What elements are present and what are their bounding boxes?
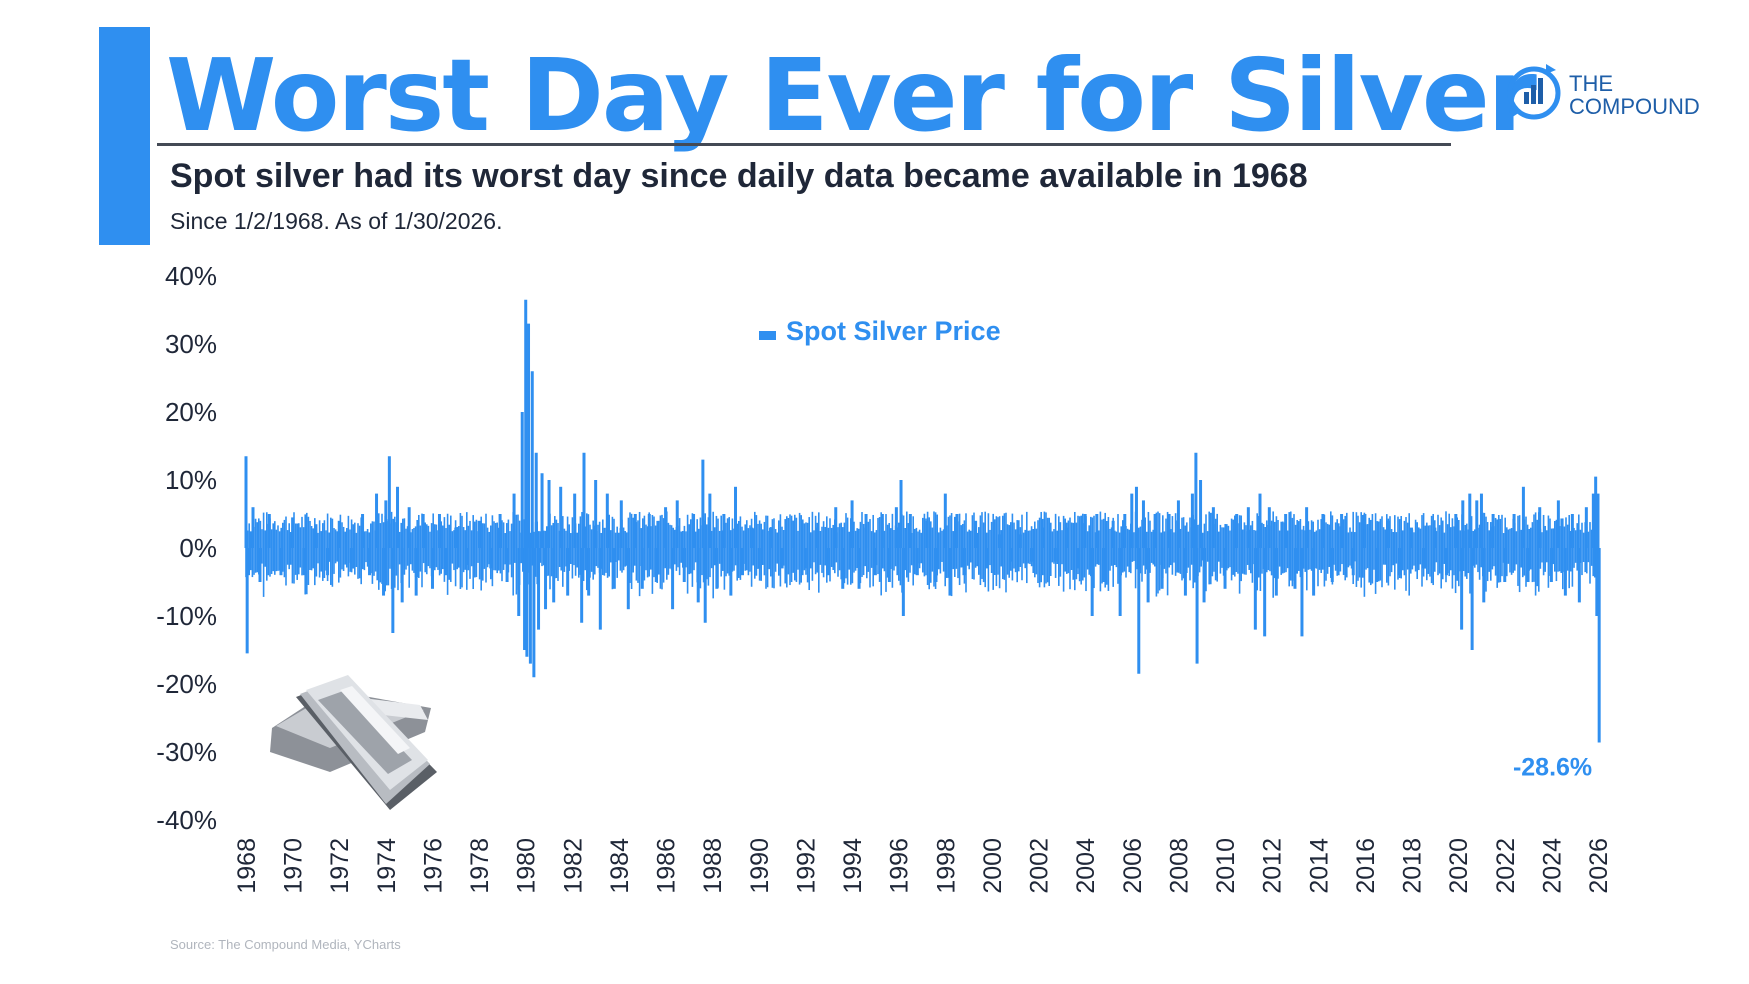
y-tick-label: 0% bbox=[179, 533, 217, 563]
x-axis: 1968 1970 1972 1974 1976 1978 1980 1982 1984 1986… bbox=[233, 838, 1613, 894]
data-label: -28.6% bbox=[1513, 753, 1592, 781]
y-tick-label: -40% bbox=[156, 805, 217, 835]
x-tick-label: 1988 bbox=[699, 838, 727, 894]
annotation-layer: -28.6% bbox=[1513, 753, 1592, 781]
x-tick-label: 2004 bbox=[1072, 838, 1100, 894]
silver-bars-image bbox=[270, 675, 437, 810]
x-tick-label: 1994 bbox=[839, 838, 867, 894]
x-tick-label: 2002 bbox=[1026, 838, 1054, 894]
x-tick-label: 1970 bbox=[280, 838, 308, 894]
y-tick-label: -20% bbox=[156, 669, 217, 699]
x-tick-label: 1982 bbox=[559, 838, 587, 894]
x-tick-label: 1976 bbox=[419, 838, 447, 894]
x-tick-label: 2026 bbox=[1585, 838, 1613, 894]
y-tick-label: -10% bbox=[156, 601, 217, 631]
x-tick-label: 2010 bbox=[1212, 838, 1240, 894]
compound-logo-icon bbox=[1507, 64, 1561, 120]
x-tick-label: 1990 bbox=[746, 838, 774, 894]
source-note: Source: The Compound Media, YCharts bbox=[170, 937, 401, 952]
legend: Spot Silver Price bbox=[759, 316, 1001, 346]
title-divider bbox=[157, 143, 1451, 146]
y-tick-label: 10% bbox=[165, 465, 217, 495]
x-tick-label: 2022 bbox=[1492, 838, 1520, 894]
page-title: Worst Day Ever for Silver bbox=[166, 37, 1537, 154]
date-range-note: Since 1/2/1968. As of 1/30/2026. bbox=[170, 208, 503, 234]
brand-line-1: THE bbox=[1569, 71, 1613, 96]
series-noise-band bbox=[245, 511, 1599, 599]
y-tick-label: 40% bbox=[165, 261, 217, 291]
x-tick-label: 2008 bbox=[1165, 838, 1193, 894]
x-tick-label: 1986 bbox=[653, 838, 681, 894]
series-layer bbox=[244, 299, 1601, 743]
chart-subtitle: Spot silver had its worst day since dail… bbox=[170, 157, 1308, 195]
x-tick-label: 1978 bbox=[466, 838, 494, 894]
x-tick-label: 1996 bbox=[886, 838, 914, 894]
legend-swatch bbox=[759, 331, 776, 340]
legend-label: Spot Silver Price bbox=[786, 316, 1001, 346]
x-tick-label: 2012 bbox=[1259, 838, 1287, 894]
x-tick-label: 1998 bbox=[932, 838, 960, 894]
y-axis: 40% 30% 20% 10% 0% -10% -20% -30% -40% bbox=[156, 261, 217, 835]
x-tick-label: 2024 bbox=[1538, 838, 1566, 894]
y-tick-label: -30% bbox=[156, 737, 217, 767]
x-tick-label: 1980 bbox=[513, 838, 541, 894]
brand-logo: THE COMPOUND bbox=[1506, 60, 1706, 130]
x-tick-label: 2020 bbox=[1445, 838, 1473, 894]
x-tick-label: 2016 bbox=[1352, 838, 1380, 894]
x-tick-label: 1968 bbox=[233, 838, 261, 894]
x-tick-label: 1984 bbox=[606, 838, 634, 894]
x-tick-label: 2006 bbox=[1119, 838, 1147, 894]
y-tick-label: 30% bbox=[165, 329, 217, 359]
x-tick-label: 2018 bbox=[1399, 838, 1427, 894]
x-tick-label: 1992 bbox=[792, 838, 820, 894]
y-tick-label: 20% bbox=[165, 397, 217, 427]
x-tick-label: 1974 bbox=[373, 838, 401, 894]
accent-bar bbox=[99, 27, 150, 245]
x-tick-label: 2014 bbox=[1305, 838, 1333, 894]
brand-line-2: COMPOUND bbox=[1569, 94, 1700, 119]
x-tick-label: 1972 bbox=[326, 838, 354, 894]
x-tick-label: 2000 bbox=[979, 838, 1007, 894]
